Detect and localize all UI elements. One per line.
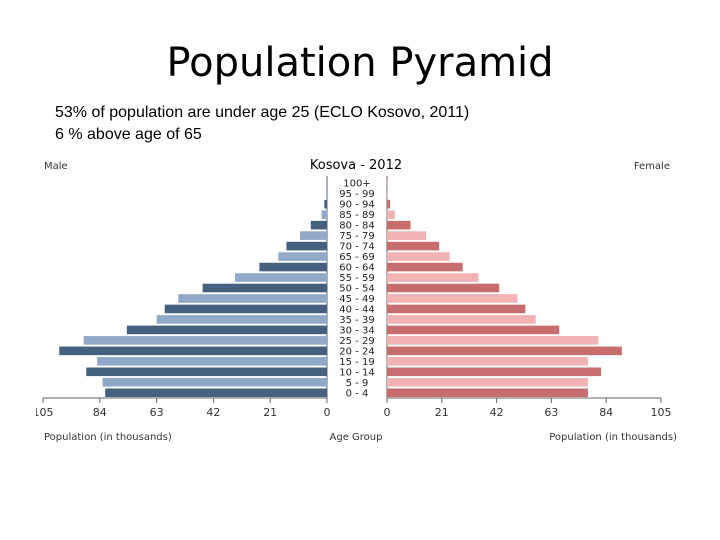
female-bar: [387, 377, 588, 387]
male-bar: [278, 252, 327, 261]
age-group-label: 0 - 4: [346, 388, 369, 399]
age-group-label: 50 - 54: [339, 284, 374, 295]
female-bar: [387, 273, 479, 282]
male-bar: [259, 262, 327, 272]
age-group-label: 80 - 84: [339, 221, 374, 232]
age-group-label: 60 - 64: [339, 263, 374, 274]
male-bar: [321, 210, 327, 219]
x-tick-label-right: 84: [599, 406, 613, 419]
male-bar: [164, 304, 327, 314]
female-bar: [387, 178, 388, 188]
male-bar: [286, 241, 327, 251]
age-group-label: 25 - 29: [339, 336, 374, 347]
female-bar: [387, 304, 526, 314]
male-bar: [59, 346, 327, 356]
female-bar: [387, 388, 588, 398]
x-tick-label-right: 0: [384, 406, 391, 419]
female-bar: [387, 367, 601, 377]
female-bar: [387, 262, 463, 272]
male-bar: [235, 273, 327, 282]
male-bar: [178, 294, 327, 303]
x-tick-label-left: 0: [324, 406, 331, 419]
age-group-label: 20 - 24: [339, 346, 374, 357]
x-tick-label-left: 21: [263, 406, 277, 419]
female-bar: [387, 357, 588, 366]
female-bar: [387, 220, 411, 230]
x-tick-label-right: 42: [490, 406, 504, 419]
x-axis-label-right: Population (in thousands): [549, 432, 677, 443]
x-axis-label-center: Age Group: [330, 432, 383, 443]
female-bar: [387, 189, 388, 199]
female-bar: [387, 315, 536, 324]
male-bar: [126, 325, 327, 335]
age-group-label: 95 - 99: [339, 189, 374, 200]
age-group-label: 65 - 69: [339, 252, 374, 263]
female-bar: [387, 294, 518, 303]
population-pyramid-chart: Male Female Kosova - 2012 0 - 45 - 910 -…: [36, 152, 684, 452]
female-bar: [387, 283, 500, 293]
female-header: Female: [634, 161, 670, 172]
age-group-label: 85 - 89: [339, 210, 374, 221]
x-tick-label-left: 105: [36, 406, 54, 419]
x-tick-label-left: 84: [93, 406, 107, 419]
age-group-label: 40 - 44: [339, 304, 374, 315]
chart-title: Kosova - 2012: [310, 158, 402, 173]
x-axis-label-left: Population (in thousands): [44, 432, 172, 443]
female-bar: [387, 231, 427, 240]
age-group-label: 75 - 79: [339, 231, 374, 242]
x-tick-label-left: 42: [206, 406, 220, 419]
subtitle-line-2: 6 % above age of 65: [55, 126, 202, 143]
slide-title: Population Pyramid: [166, 40, 554, 86]
age-group-label: 35 - 39: [339, 315, 374, 326]
male-bar: [105, 388, 327, 398]
age-group-label: 45 - 49: [339, 294, 374, 305]
male-bar: [324, 199, 327, 209]
x-tick-label-right: 105: [651, 406, 672, 419]
age-group-label: 70 - 74: [339, 242, 374, 253]
male-bar: [326, 178, 328, 188]
male-bar: [299, 231, 327, 240]
age-group-label: 55 - 59: [339, 273, 374, 284]
male-bar: [97, 357, 327, 366]
male-bar: [156, 315, 327, 324]
male-bar: [326, 189, 327, 199]
x-tick-label-left: 63: [150, 406, 164, 419]
x-tick-label-right: 63: [544, 406, 558, 419]
chart-background: [36, 152, 684, 452]
age-group-label: 100+: [343, 179, 370, 190]
male-bar: [310, 220, 327, 230]
female-bar: [387, 252, 450, 261]
female-bar: [387, 241, 440, 251]
x-tick-label-right: 21: [435, 406, 449, 419]
age-group-label: 5 - 9: [346, 378, 369, 389]
male-bar: [83, 336, 327, 345]
female-bar: [387, 210, 395, 219]
male-bar: [202, 283, 327, 293]
age-group-label: 15 - 19: [339, 357, 374, 368]
male-bar: [86, 367, 328, 377]
female-bar: [387, 325, 560, 335]
age-group-label: 30 - 34: [339, 325, 374, 336]
female-bar: [387, 199, 391, 209]
female-bar: [387, 336, 599, 345]
subtitle-line-1: 53% of population are under age 25 (ECLO…: [55, 104, 470, 121]
male-bar: [102, 377, 327, 387]
female-bar: [387, 346, 622, 356]
age-group-label: 90 - 94: [339, 200, 374, 211]
male-header: Male: [44, 161, 68, 172]
age-group-label: 10 - 14: [339, 367, 374, 378]
